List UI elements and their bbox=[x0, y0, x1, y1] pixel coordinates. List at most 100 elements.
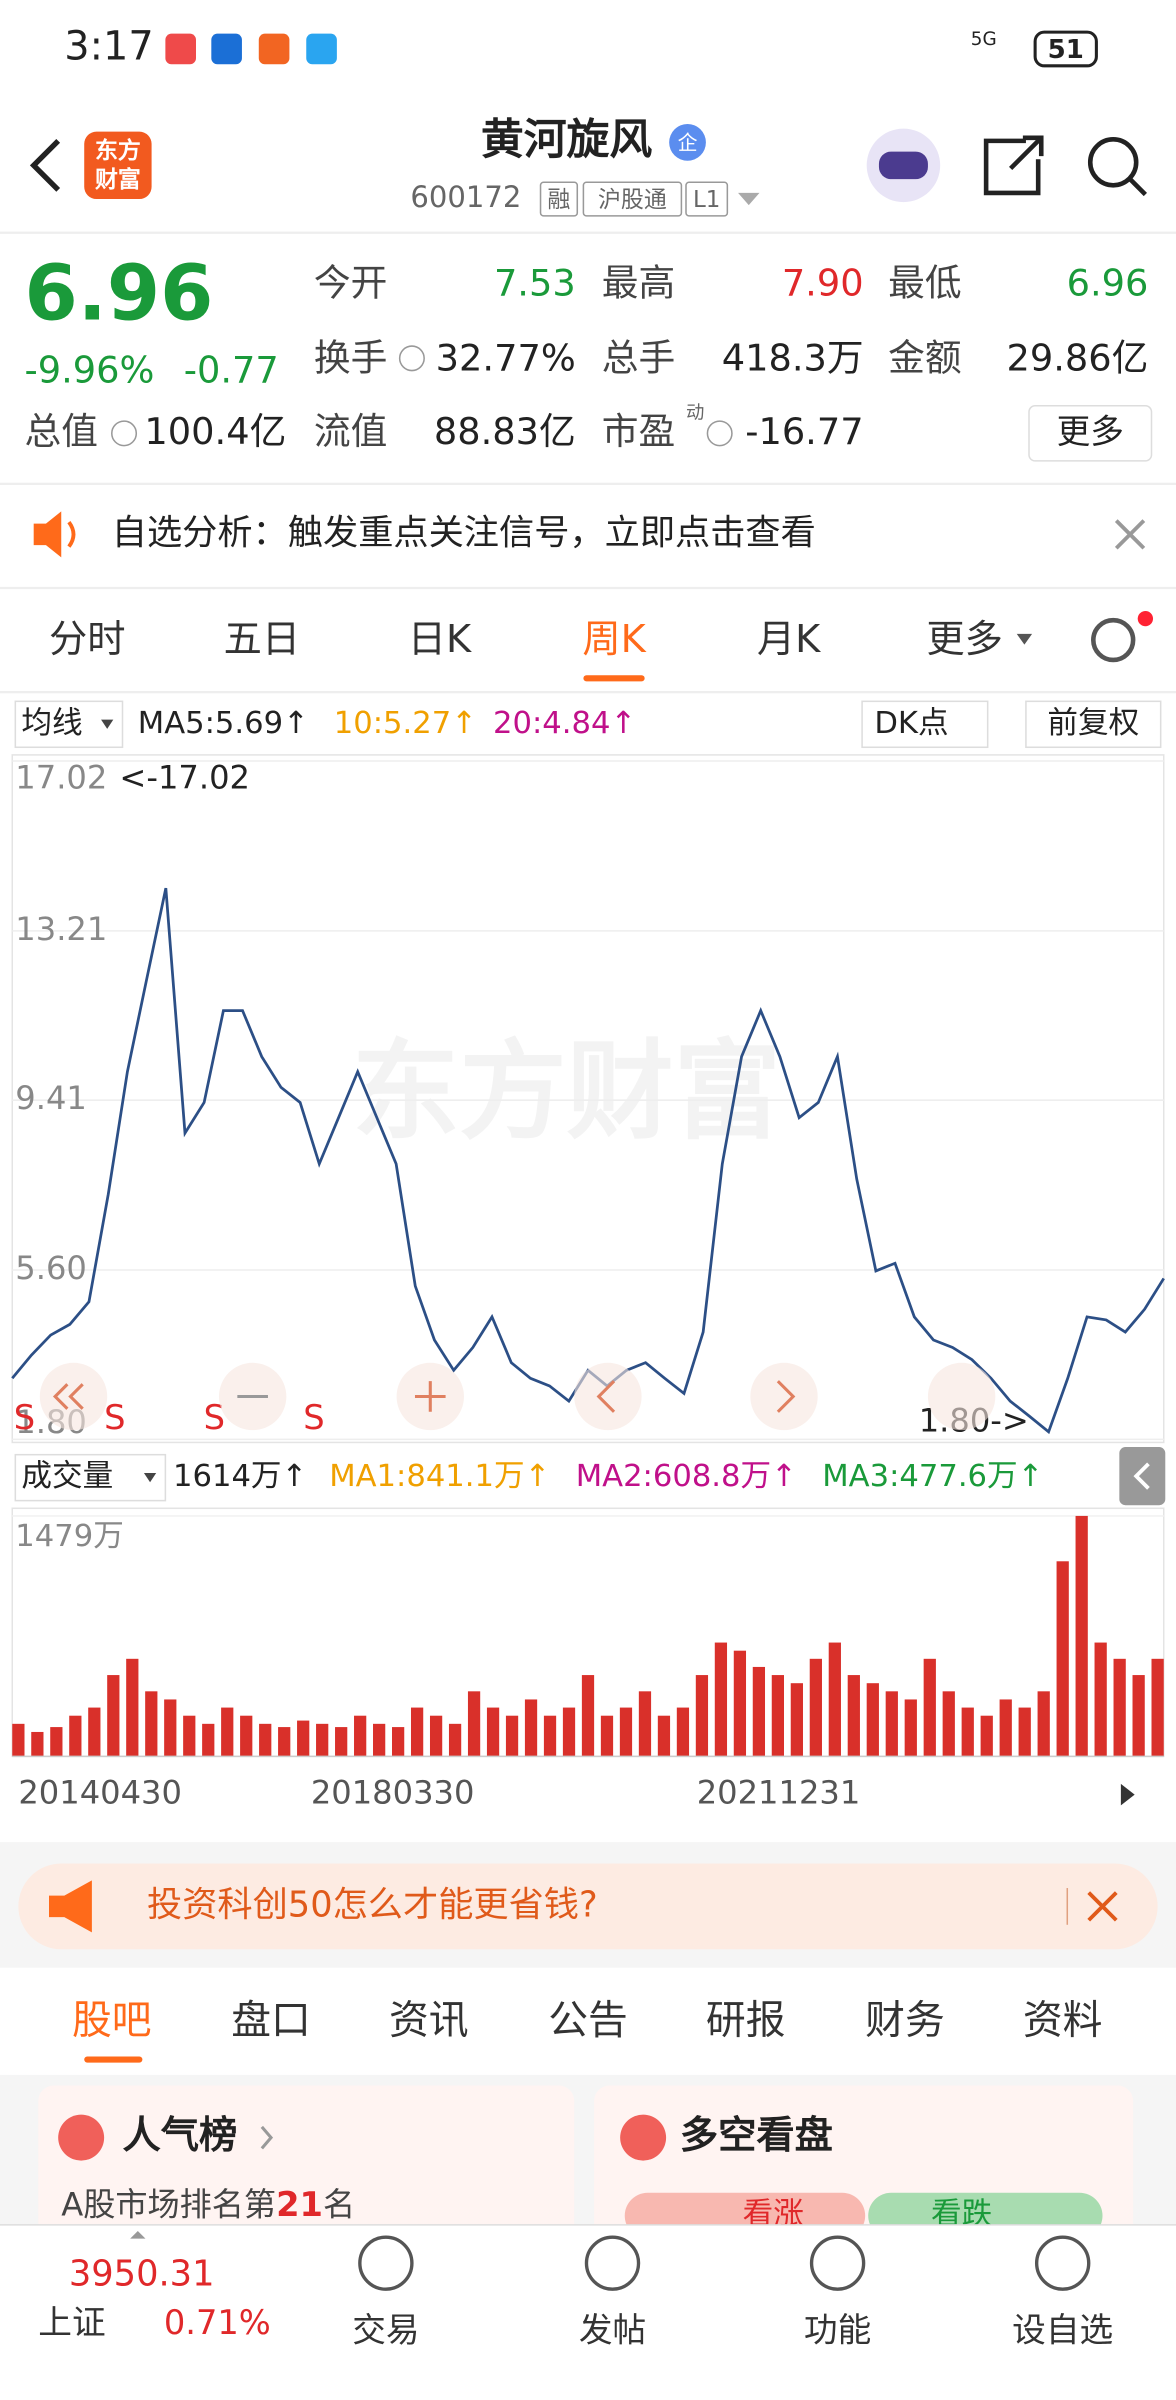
ad-text[interactable]: 投资科创50怎么才能更省钱? bbox=[147, 1884, 598, 1925]
adjust-button[interactable]: 前复权 bbox=[1047, 706, 1139, 741]
y-tick-label: 13.21 bbox=[15, 910, 107, 948]
volume-bar bbox=[1132, 1675, 1145, 1757]
section-tab[interactable]: 财务 bbox=[865, 1997, 945, 2043]
volume-bar bbox=[1018, 1707, 1031, 1757]
more-button[interactable] bbox=[1028, 405, 1153, 462]
battery bbox=[1033, 30, 1098, 68]
volume-bar bbox=[505, 1715, 519, 1757]
collapse-arrow bbox=[1133, 1462, 1150, 1490]
volume-bar bbox=[961, 1707, 974, 1757]
volume-bar bbox=[392, 1727, 405, 1757]
field-label: 今开 bbox=[314, 261, 387, 304]
card-title: 人气榜 bbox=[123, 2113, 238, 2158]
dk-button[interactable]: DK点 bbox=[874, 706, 948, 741]
period-tab[interactable]: 五日 bbox=[224, 617, 301, 662]
tag-box bbox=[539, 181, 579, 217]
period-tab[interactable]: 分时 bbox=[49, 617, 126, 662]
nav-button[interactable] bbox=[574, 1362, 642, 1431]
tag-arrow bbox=[738, 192, 760, 206]
more-button-text[interactable]: 更多 bbox=[1057, 412, 1124, 451]
field-value: 29.86亿 bbox=[1007, 336, 1149, 379]
max-annotation: <-17.02 bbox=[119, 758, 250, 796]
close-icon[interactable] bbox=[1114, 519, 1146, 550]
index-arrow bbox=[130, 2231, 146, 2239]
ad-pill[interactable] bbox=[18, 1863, 1158, 1950]
volume-bar bbox=[714, 1642, 728, 1757]
volume-bar bbox=[771, 1675, 784, 1757]
info-icon bbox=[706, 420, 733, 447]
app-logo bbox=[84, 131, 152, 200]
section-tab[interactable]: 资讯 bbox=[389, 1997, 469, 2043]
back-button[interactable] bbox=[29, 138, 61, 192]
volume-bar bbox=[885, 1691, 898, 1757]
battery-level: 51 bbox=[1048, 35, 1084, 65]
robot-face bbox=[878, 151, 928, 180]
nav-icon bbox=[358, 2235, 414, 2291]
search-handle bbox=[1128, 177, 1147, 197]
status-icon bbox=[165, 33, 197, 65]
volume-bar bbox=[809, 1658, 822, 1757]
volume-bar bbox=[600, 1715, 614, 1757]
nav-button[interactable] bbox=[750, 1362, 818, 1431]
index-value: 3950.31 bbox=[69, 2253, 215, 2294]
volume-ma2: MA2:608.8万↑ bbox=[576, 1459, 797, 1494]
section-tab[interactable]: 资料 bbox=[1023, 1997, 1103, 2043]
volume-selector[interactable]: 成交量 bbox=[21, 1459, 113, 1494]
ma-selector[interactable]: 均线 bbox=[21, 706, 82, 741]
logo-text: 财富 bbox=[95, 166, 141, 193]
period-tab[interactable]: 更多 bbox=[926, 617, 1003, 662]
period-tab[interactable]: 周K bbox=[582, 617, 646, 662]
scroll-arrow[interactable] bbox=[1120, 1783, 1135, 1806]
volume-bar bbox=[942, 1691, 955, 1757]
pe-tag: 动 bbox=[686, 402, 704, 423]
section-tab[interactable]: 公告 bbox=[548, 1997, 628, 2043]
card[interactable] bbox=[38, 2085, 575, 2239]
nav-button[interactable] bbox=[927, 1362, 996, 1431]
tag: L1 bbox=[693, 187, 720, 213]
section-underline bbox=[84, 2056, 143, 2063]
field-label: 金额 bbox=[888, 336, 961, 379]
card-icon bbox=[58, 2114, 105, 2161]
search-icon[interactable] bbox=[1087, 137, 1139, 188]
ad-close[interactable] bbox=[1087, 1891, 1118, 1922]
nav-icon bbox=[414, 1381, 446, 1412]
period-tab[interactable]: 日K bbox=[408, 617, 472, 662]
volume-bar bbox=[1113, 1658, 1126, 1757]
notice-text[interactable]: 自选分析：触发重点关注信号，立即点击查看 bbox=[112, 512, 816, 553]
share-icon[interactable] bbox=[983, 135, 1044, 196]
nav-item[interactable]: 功能 bbox=[804, 2311, 871, 2350]
index-name: 上证 bbox=[38, 2303, 105, 2342]
section-tab[interactable]: 股吧 bbox=[72, 1997, 152, 2043]
volume-bar bbox=[12, 1723, 25, 1757]
section-tab[interactable]: 研报 bbox=[706, 1997, 786, 2043]
volume-bar bbox=[88, 1707, 101, 1757]
field-label: 流值 bbox=[314, 410, 387, 453]
volume-bar bbox=[183, 1715, 196, 1757]
index-change: 0.71% bbox=[164, 2303, 271, 2342]
tab-arrow bbox=[1016, 633, 1033, 645]
nav-button[interactable] bbox=[39, 1362, 108, 1431]
volume-bar bbox=[847, 1675, 860, 1757]
volume-bar bbox=[31, 1731, 44, 1757]
ma5: MA5:5.69↑ bbox=[138, 706, 309, 741]
volume-ma3: MA3:477.6万↑ bbox=[822, 1459, 1043, 1494]
volume-bar bbox=[259, 1723, 272, 1757]
volume-bar bbox=[695, 1675, 709, 1757]
period-tab[interactable]: 月K bbox=[757, 617, 821, 662]
volume-bar bbox=[657, 1715, 671, 1757]
nav-item[interactable]: 发帖 bbox=[579, 2311, 646, 2350]
section-tab[interactable]: 盘口 bbox=[231, 1997, 311, 2043]
volume-bar bbox=[410, 1707, 424, 1757]
sell-signal: S bbox=[204, 1398, 225, 1437]
settings-icon[interactable] bbox=[1091, 617, 1136, 663]
adjust-box bbox=[1025, 700, 1162, 749]
price: 6.96 bbox=[25, 250, 214, 339]
volume-bar bbox=[278, 1727, 291, 1757]
date-label: 20211231 bbox=[697, 1774, 861, 1812]
nav-item[interactable]: 交易 bbox=[352, 2311, 419, 2350]
volume-bar bbox=[297, 1720, 310, 1757]
card-title: 多空看盘 bbox=[680, 2113, 833, 2158]
collapse-tab[interactable] bbox=[1119, 1447, 1166, 1506]
nav-item[interactable]: 设自选 bbox=[1012, 2311, 1113, 2350]
volume-bar bbox=[145, 1691, 158, 1757]
